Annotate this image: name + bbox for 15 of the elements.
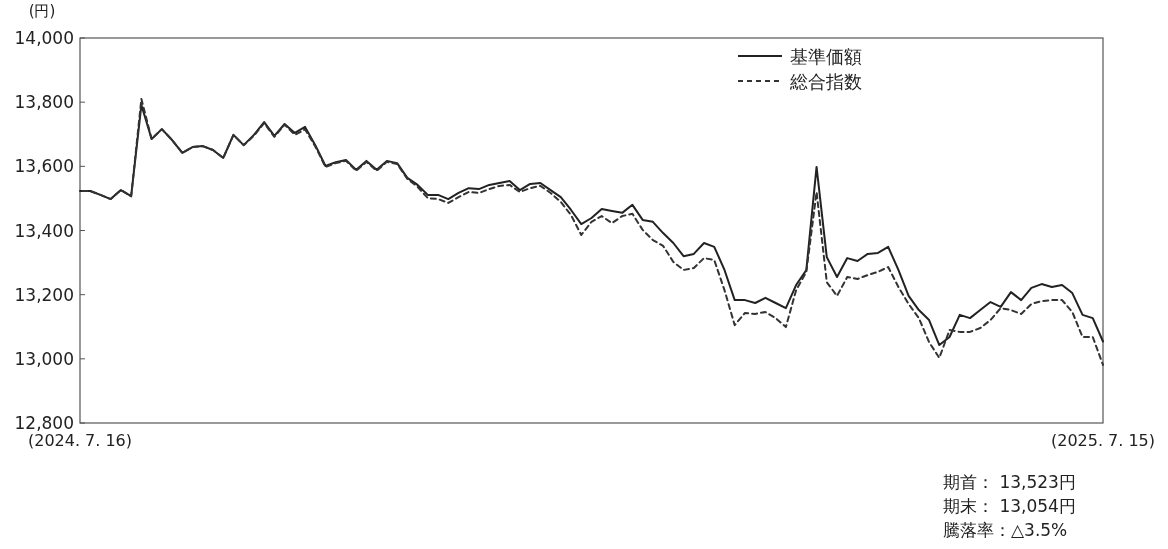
y-tick-label: 13,400 — [14, 220, 74, 241]
y-tick-label: 12,800 — [14, 413, 74, 433]
y-tick-label: 13,800 — [14, 92, 74, 113]
y-tick-label: 13,200 — [14, 284, 74, 305]
y-tick-label: 14,000 — [14, 28, 74, 48]
text: 騰落率：△3.5% — [943, 520, 1068, 540]
y-axis-title: (円) — [28, 2, 56, 20]
y-tick-label: 13,600 — [14, 156, 74, 177]
legend-label: 基準価額 — [790, 45, 862, 67]
text: 期首： 13,523円 — [943, 472, 1076, 492]
x-tick-label: (2025. 7. 15) — [1050, 431, 1156, 450]
legend-label: 総合指数 — [789, 70, 862, 92]
text: 期末： 13,054円 — [943, 496, 1076, 516]
x-tick-label: (2024. 7. 16) — [27, 431, 133, 450]
y-tick-label: 13,000 — [14, 348, 74, 369]
